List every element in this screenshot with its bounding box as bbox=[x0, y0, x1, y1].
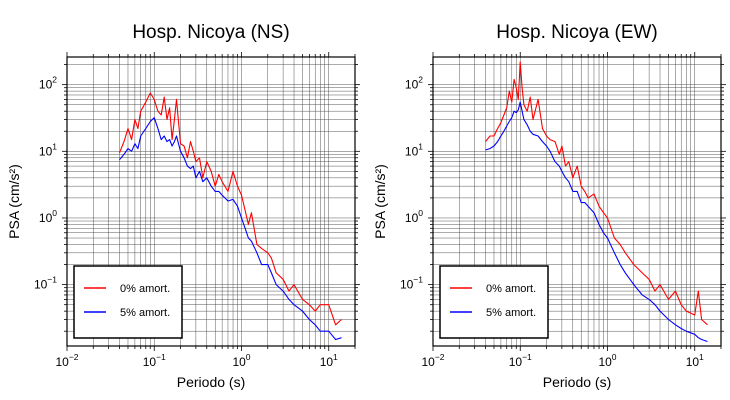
x-tick-label: 101 bbox=[320, 352, 338, 369]
chart-title: Hosp. Nicoya (NS) bbox=[132, 22, 289, 43]
series-group bbox=[485, 61, 708, 343]
series-line-amort-0 bbox=[118, 92, 342, 326]
x-tick-label: 10−1 bbox=[509, 352, 532, 369]
legend-label: 5% amort. bbox=[120, 307, 170, 319]
legend: 0% amort. 5% amort. bbox=[439, 265, 549, 339]
series-line-amort-5 bbox=[485, 101, 708, 343]
y-tick-label: 100 bbox=[39, 208, 57, 225]
y-tick-label: 102 bbox=[39, 75, 57, 92]
x-tick-label: 101 bbox=[686, 352, 704, 369]
x-tick-label: 100 bbox=[232, 352, 250, 369]
grid bbox=[66, 57, 356, 346]
y-tick-label: 102 bbox=[405, 75, 423, 92]
x-tick-label: 10−2 bbox=[55, 352, 78, 369]
chart-title: Hosp. Nicoya (EW) bbox=[496, 22, 658, 43]
x-tick-label: 10−2 bbox=[421, 352, 444, 369]
series-line-amort-0 bbox=[485, 61, 708, 326]
x-axis-label: Periodo (s) bbox=[543, 374, 611, 390]
y-tick-label: 101 bbox=[405, 141, 423, 158]
y-axis-label: PSA (cm/s²) bbox=[6, 164, 22, 239]
x-tick-label: 10−1 bbox=[143, 352, 166, 369]
chart-panel-1: Hosp. Nicoya (NS) 10−2 10−1 100 101 10−1 100 10… bbox=[6, 22, 360, 390]
y-tick-label: 10−1 bbox=[34, 275, 57, 292]
x-axis-label: Periodo (s) bbox=[177, 374, 245, 390]
y-tick-label: 101 bbox=[39, 141, 57, 158]
plot-frame bbox=[432, 56, 722, 347]
legend-box bbox=[439, 265, 549, 339]
series-group bbox=[118, 92, 342, 341]
y-tick-label: 100 bbox=[405, 208, 423, 225]
legend-label: 0% amort. bbox=[120, 283, 170, 295]
y-tick-label: 10−1 bbox=[400, 275, 423, 292]
y-axis-label: PSA (cm/s²) bbox=[372, 164, 388, 239]
legend-label: 0% amort. bbox=[486, 283, 536, 295]
series-line-amort-5 bbox=[119, 117, 342, 341]
plot-frame bbox=[66, 56, 356, 347]
legend-box bbox=[73, 265, 183, 339]
legend-label: 5% amort. bbox=[486, 307, 536, 319]
chart-panel-2: Hosp. Nicoya (EW) 10−2 10−1 100 101 10−1 100 10… bbox=[372, 22, 726, 390]
legend: 0% amort. 5% amort. bbox=[73, 265, 183, 339]
x-tick-label: 100 bbox=[598, 352, 616, 369]
